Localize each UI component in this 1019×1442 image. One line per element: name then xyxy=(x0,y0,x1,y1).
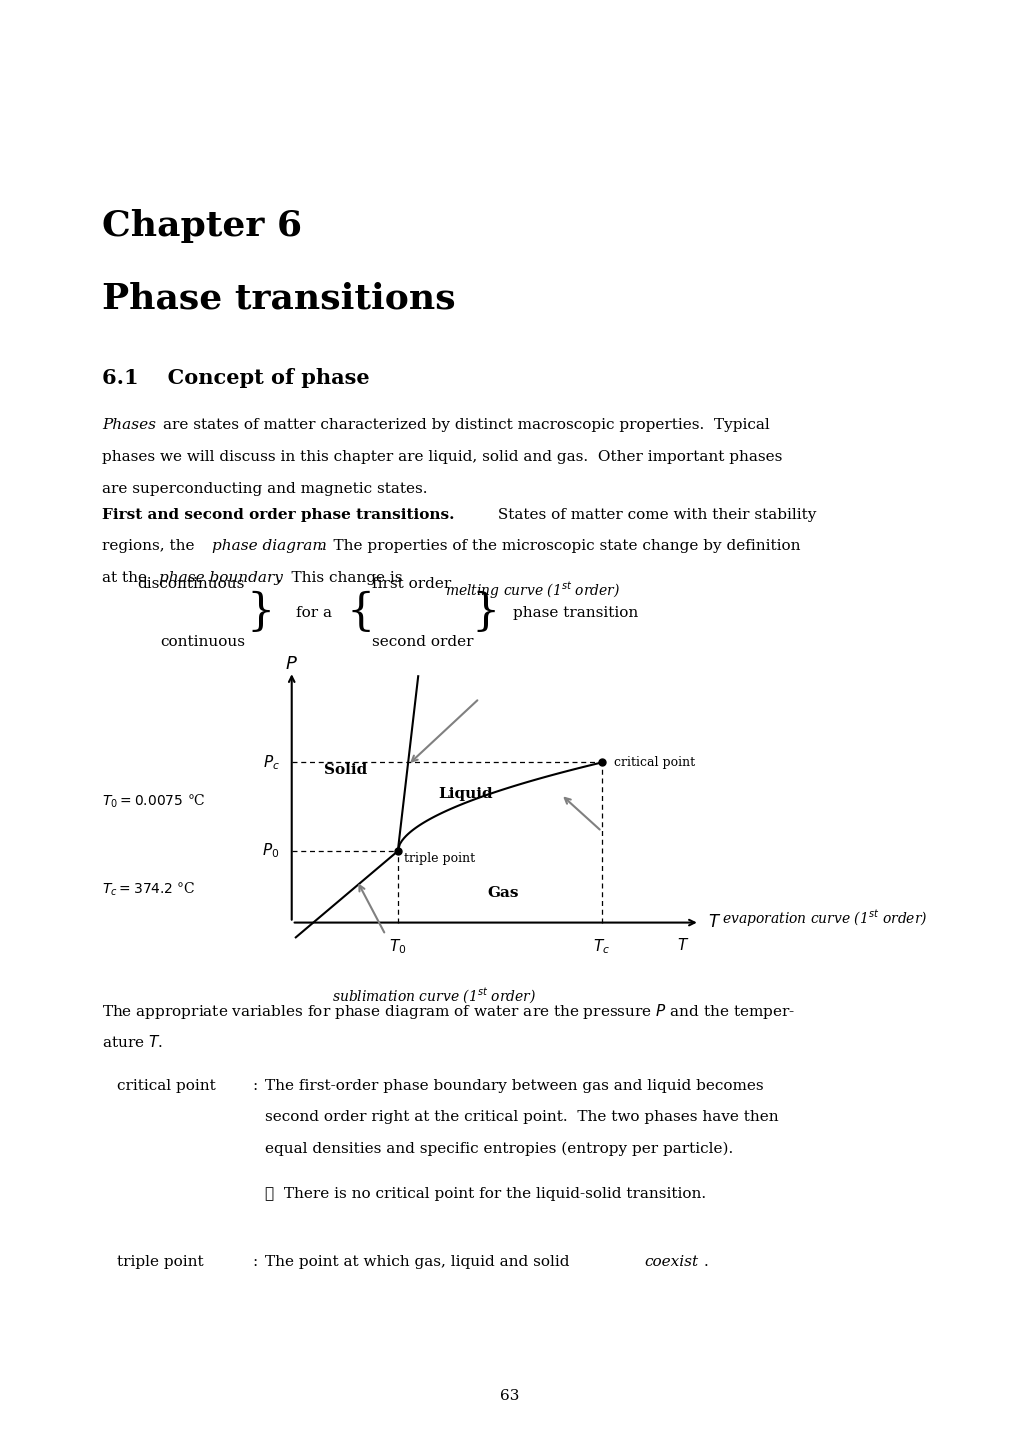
Text: .  This change is: . This change is xyxy=(277,571,403,585)
Text: sublimation curve (1$^{st}$ order): sublimation curve (1$^{st}$ order) xyxy=(331,986,535,1005)
Text: triple point: triple point xyxy=(117,1255,204,1269)
Text: phase transition: phase transition xyxy=(513,606,638,620)
Text: Gas: Gas xyxy=(487,885,519,900)
Text: }: } xyxy=(471,591,499,634)
Text: phase boundary: phase boundary xyxy=(159,571,282,585)
Text: coexist: coexist xyxy=(644,1255,698,1269)
Text: are superconducting and magnetic states.: are superconducting and magnetic states. xyxy=(102,482,427,496)
Text: $T_0 = 0.0075$ °C: $T_0 = 0.0075$ °C xyxy=(102,792,206,809)
Text: $T_c = 374.2$ °C: $T_c = 374.2$ °C xyxy=(102,881,196,898)
Text: $T$: $T$ xyxy=(677,937,689,953)
Text: first order: first order xyxy=(372,577,451,591)
Text: .: . xyxy=(703,1255,708,1269)
Text: The point at which gas, liquid and solid: The point at which gas, liquid and solid xyxy=(265,1255,574,1269)
Text: second order: second order xyxy=(372,634,474,649)
Text: First and second order phase transitions.: First and second order phase transitions… xyxy=(102,508,454,522)
Text: {: { xyxy=(346,591,375,634)
Text: melting curve (1$^{st}$ order): melting curve (1$^{st}$ order) xyxy=(444,581,620,601)
Text: at the: at the xyxy=(102,571,152,585)
Text: .  The properties of the microscopic state change by definition: . The properties of the microscopic stat… xyxy=(319,539,800,554)
Text: ⋆  There is no critical point for the liquid-solid transition.: ⋆ There is no critical point for the liq… xyxy=(265,1187,705,1201)
Text: are states of matter characterized by distinct macroscopic properties.  Typical: are states of matter characterized by di… xyxy=(163,418,769,433)
Text: Phase transitions: Phase transitions xyxy=(102,281,455,316)
Text: :: : xyxy=(252,1079,257,1093)
Text: The appropriate variables for phase diagram of water are the pressure $P$ and th: The appropriate variables for phase diag… xyxy=(102,1002,795,1021)
Text: equal densities and specific entropies (entropy per particle).: equal densities and specific entropies (… xyxy=(265,1142,733,1156)
Text: triple point: triple point xyxy=(404,852,475,865)
Text: phases we will discuss in this chapter are liquid, solid and gas.  Other importa: phases we will discuss in this chapter a… xyxy=(102,450,782,464)
Text: $T_0$: $T_0$ xyxy=(388,937,407,956)
Text: critical point: critical point xyxy=(117,1079,216,1093)
Text: for a: for a xyxy=(296,606,331,620)
Text: second order right at the critical point.  The two phases have then: second order right at the critical point… xyxy=(265,1110,779,1125)
Text: $T_c$: $T_c$ xyxy=(593,937,609,956)
Text: $P_c$: $P_c$ xyxy=(262,753,279,771)
Text: Liquid: Liquid xyxy=(438,787,493,802)
Text: $T$: $T$ xyxy=(707,914,720,932)
Text: 63: 63 xyxy=(500,1389,519,1403)
Text: phase diagram: phase diagram xyxy=(212,539,327,554)
Text: }: } xyxy=(247,591,275,634)
Text: The first-order phase boundary between gas and liquid becomes: The first-order phase boundary between g… xyxy=(265,1079,763,1093)
Text: $P$: $P$ xyxy=(285,655,298,673)
Text: evaporation curve (1$^{st}$ order): evaporation curve (1$^{st}$ order) xyxy=(721,908,927,930)
Text: $P_0$: $P_0$ xyxy=(262,842,279,861)
Text: Chapter 6: Chapter 6 xyxy=(102,209,302,244)
Text: Phases: Phases xyxy=(102,418,156,433)
Text: ature $T$.: ature $T$. xyxy=(102,1034,163,1050)
Text: critical point: critical point xyxy=(613,756,695,769)
Text: States of matter come with their stability: States of matter come with their stabili… xyxy=(492,508,815,522)
Text: discontinuous: discontinuous xyxy=(138,577,245,591)
Text: 6.1    Concept of phase: 6.1 Concept of phase xyxy=(102,368,369,388)
Text: Solid: Solid xyxy=(324,763,367,777)
Text: :: : xyxy=(252,1255,257,1269)
Text: regions, the: regions, the xyxy=(102,539,199,554)
Text: continuous: continuous xyxy=(160,634,245,649)
